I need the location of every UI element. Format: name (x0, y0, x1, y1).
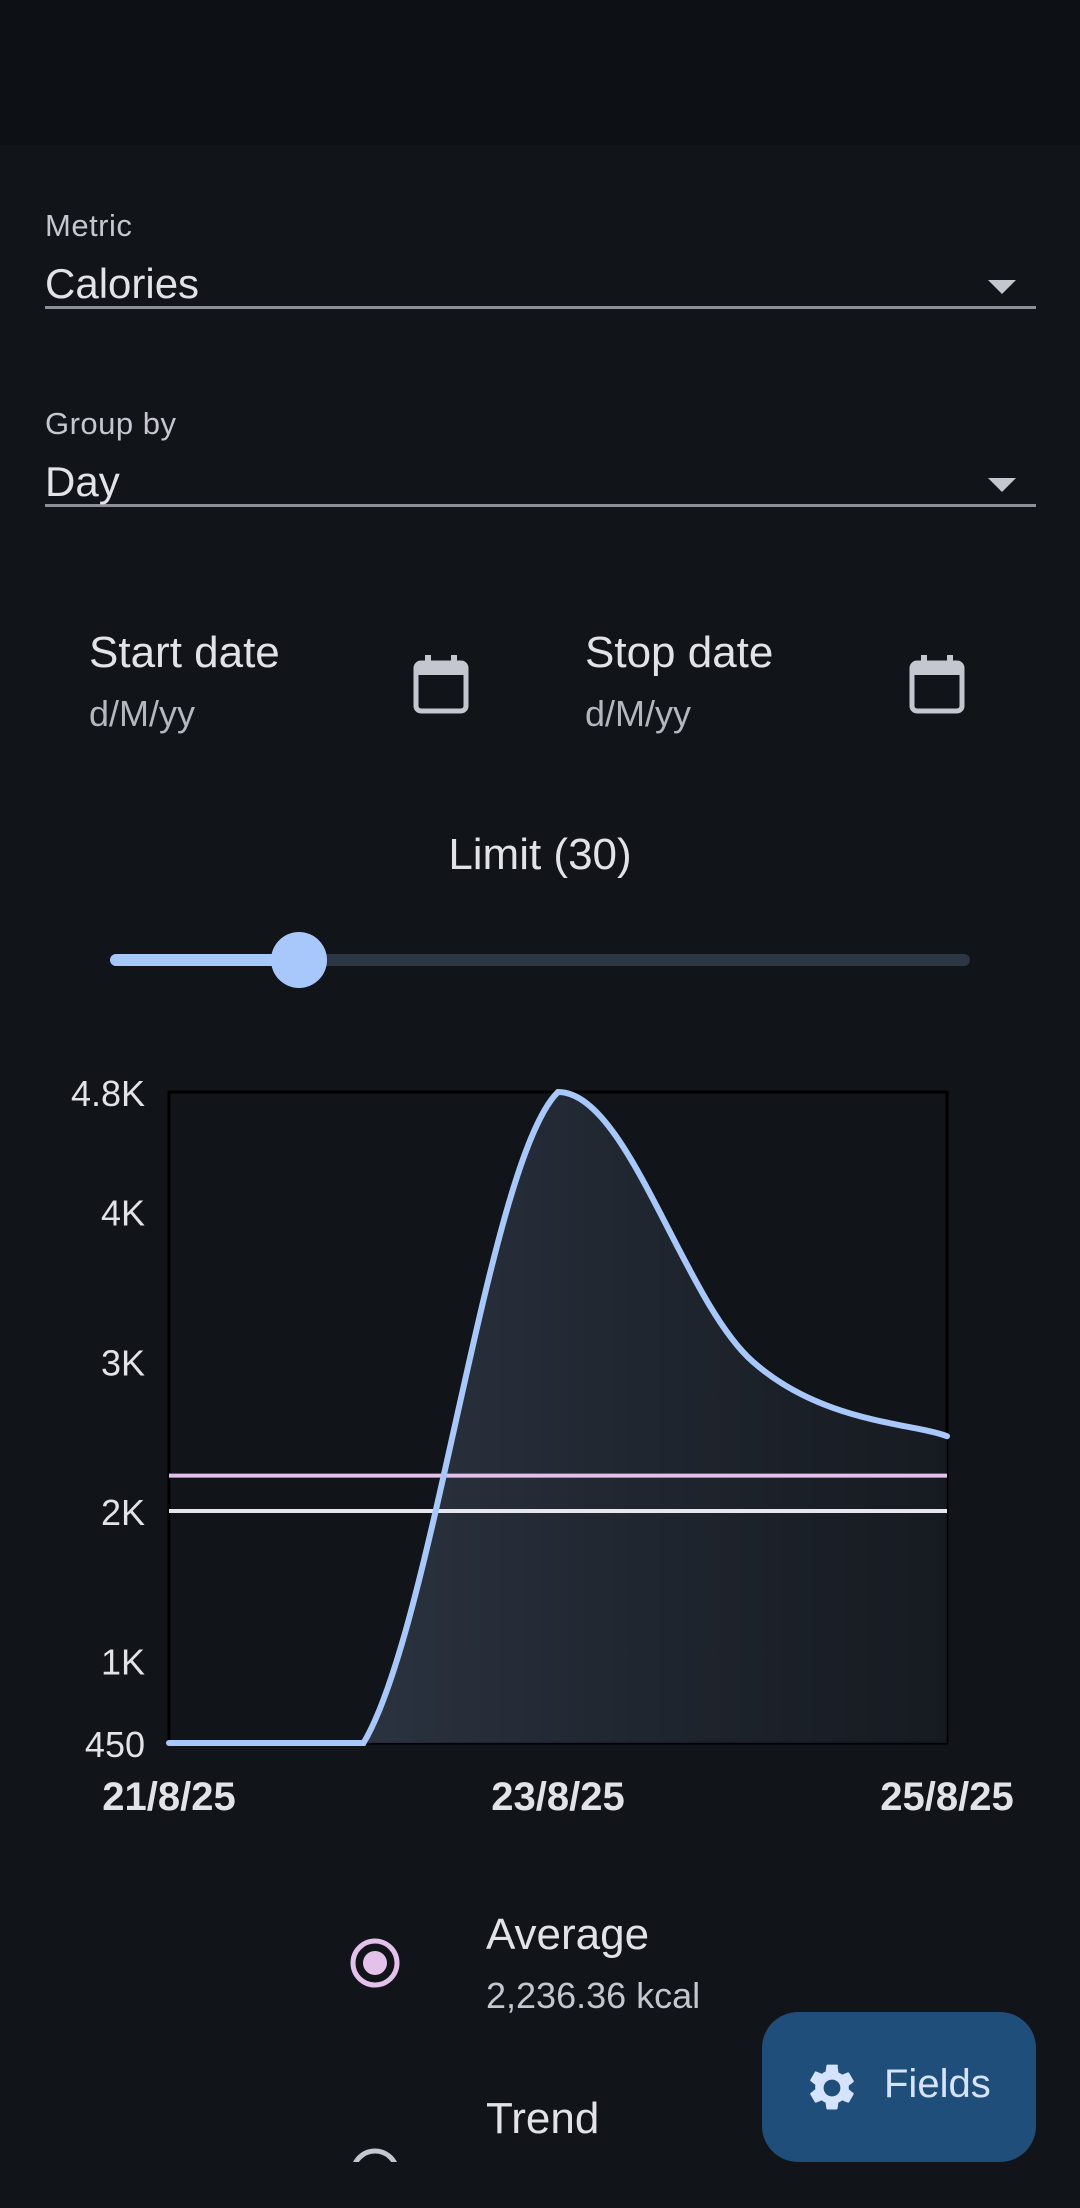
stop-date-field[interactable]: Stop date d/M/yy (585, 628, 1005, 738)
calendar-icon[interactable] (412, 653, 470, 715)
x-tick-label: 25/8/25 (880, 1775, 1013, 1819)
start-date-placeholder: d/M/yy (89, 693, 195, 735)
group-by-dropdown[interactable]: Group by Day (45, 406, 1036, 507)
stop-date-placeholder: d/M/yy (585, 693, 691, 735)
x-tick-label: 21/8/25 (102, 1775, 235, 1819)
average-radio-icon[interactable] (350, 1938, 400, 1993)
group-by-value: Day (45, 458, 120, 506)
limit-slider[interactable] (110, 946, 970, 974)
metric-dropdown[interactable]: Metric Calories (45, 208, 1036, 309)
y-tick-label: 2K (101, 1492, 145, 1533)
y-tick-label: 1K (101, 1642, 145, 1683)
calories-chart: 4.8K 4K 3K 2K 1K 450 21/8/25 23/8/25 25/8/25 (0, 1060, 1080, 1840)
dropdown-arrow-icon (988, 478, 1016, 492)
calendar-icon[interactable] (908, 653, 966, 715)
fields-button[interactable]: Fields (762, 2012, 1036, 2162)
dropdown-arrow-icon (988, 280, 1016, 294)
average-legend-value: 2,236.36 kcal (486, 1975, 700, 2017)
x-tick-label: 23/8/25 (491, 1775, 624, 1819)
stop-date-label: Stop date (585, 628, 773, 678)
trend-legend-title: Trend (486, 2094, 599, 2144)
slider-thumb[interactable] (271, 932, 327, 988)
y-tick-label: 450 (85, 1724, 145, 1765)
app-bar (0, 0, 1080, 145)
y-tick-label: 4K (101, 1193, 145, 1234)
fields-button-label: Fields (884, 2062, 991, 2107)
start-date-field[interactable]: Start date d/M/yy (89, 628, 509, 738)
y-tick-label: 3K (101, 1342, 145, 1383)
gear-icon (804, 2060, 860, 2116)
y-tick-label: 4.8K (71, 1073, 145, 1114)
metric-value: Calories (45, 260, 199, 308)
metric-label: Metric (45, 208, 132, 244)
limit-label: Limit (30) (0, 830, 1080, 880)
trend-radio-icon[interactable] (350, 2148, 400, 2162)
average-legend-title: Average (486, 1910, 649, 1960)
group-by-label: Group by (45, 406, 177, 442)
start-date-label: Start date (89, 628, 280, 678)
